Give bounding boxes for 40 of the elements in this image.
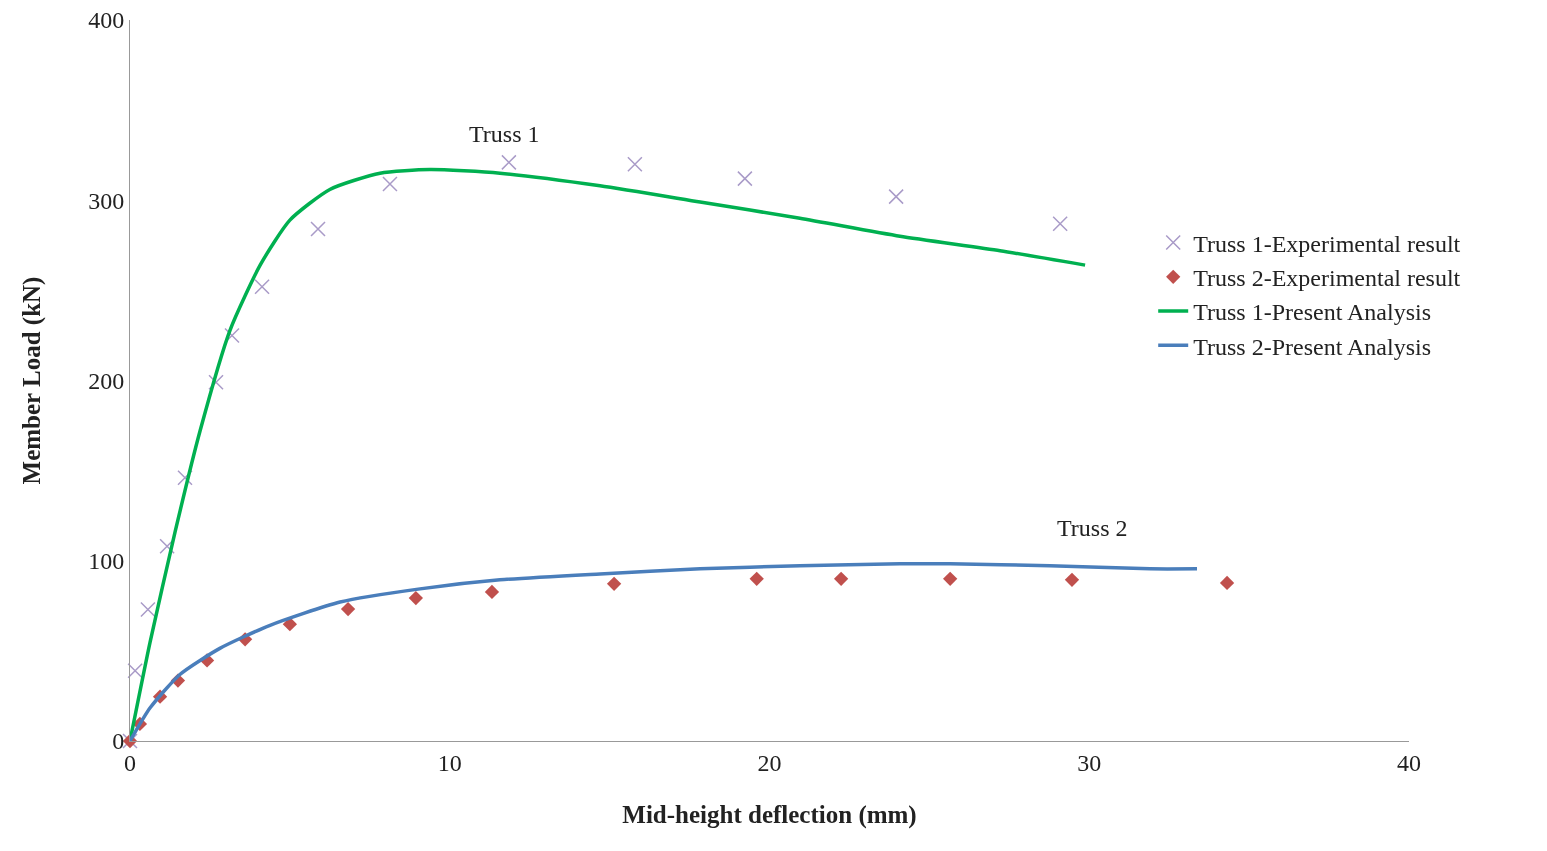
point: [749, 571, 764, 586]
x-tick-label: 10: [437, 749, 462, 776]
y-tick-label: 0: [112, 728, 125, 755]
point: [1219, 575, 1235, 591]
point: [833, 571, 849, 586]
y-tick-label: 100: [88, 548, 125, 575]
annotation: Truss 1: [469, 121, 540, 147]
point: [484, 584, 500, 600]
x-axis-title: Mid-height deflection (mm): [622, 800, 917, 829]
point: [177, 470, 193, 486]
x-tick-label: 30: [1077, 749, 1102, 776]
legend-label: Truss 1-Present Analysis: [1193, 299, 1432, 326]
point: [310, 221, 326, 237]
y-tick-label: 300: [88, 187, 125, 214]
point: [282, 617, 298, 632]
point: [208, 374, 224, 391]
point: [1064, 572, 1080, 588]
x-tick-label: 20: [757, 749, 782, 776]
point: [627, 156, 643, 172]
point: [159, 538, 175, 555]
point: [254, 279, 270, 295]
y-axis-title: Member Load (kN): [17, 276, 46, 485]
legend-label: Truss 2-Present Analysis: [1193, 333, 1432, 360]
annotation: Truss 2: [1057, 515, 1128, 541]
x-tick-label: 40: [1397, 749, 1421, 776]
point: [408, 590, 424, 606]
legend-label: Truss 1-Experimental result: [1193, 230, 1461, 257]
legend-label: Truss 2-Experimental result: [1193, 265, 1461, 292]
y-tick-label: 400: [88, 7, 125, 34]
point: [888, 188, 904, 205]
point: [943, 571, 958, 586]
point: [737, 170, 753, 187]
point: [340, 601, 356, 617]
point: [382, 176, 398, 192]
y-tick-label: 200: [88, 367, 125, 394]
point: [606, 576, 622, 591]
point: [501, 154, 517, 171]
point: [140, 601, 156, 618]
point: [127, 662, 143, 679]
point: [1052, 215, 1068, 232]
